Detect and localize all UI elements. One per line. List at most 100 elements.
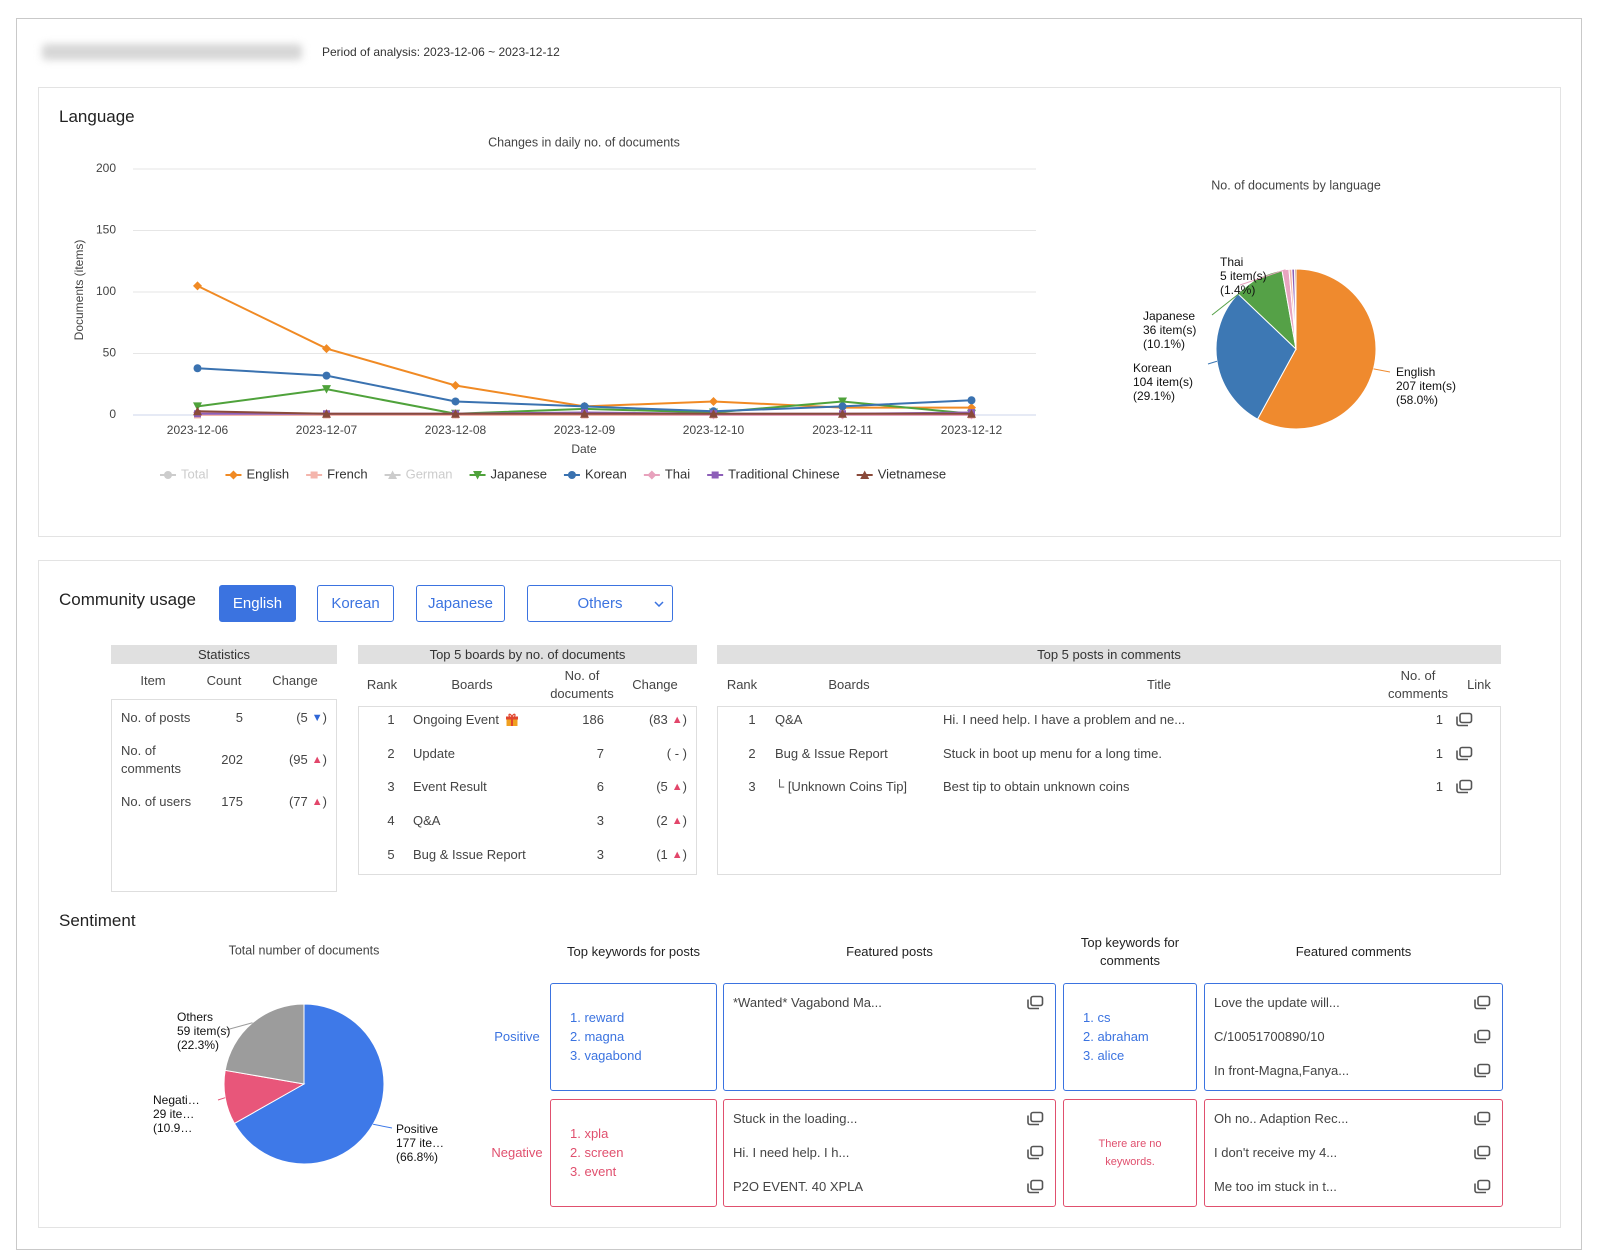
featured-comment: I don't receive my 4... xyxy=(1214,1145,1338,1160)
community-panel xyxy=(38,560,1561,1228)
open-link-icon[interactable] xyxy=(1473,1145,1491,1160)
count: 3 xyxy=(596,813,604,829)
change-arrow: ▲ xyxy=(671,815,683,828)
featured-post: Hi. I need help. I h... xyxy=(733,1145,850,1160)
sentiment-box xyxy=(723,1099,1056,1207)
language-tab[interactable]: Others xyxy=(527,585,673,622)
board: Update xyxy=(413,745,455,761)
change-close: ) xyxy=(682,779,687,795)
open-link-icon[interactable] xyxy=(1026,995,1044,1010)
change-arrow: ▲ xyxy=(671,781,683,794)
dropdown-chevron xyxy=(654,601,664,607)
change-value: (77 xyxy=(288,794,308,809)
keyword: 1. cs xyxy=(1083,1009,1111,1025)
count: 175 xyxy=(221,794,243,809)
keyword: 3. vagabond xyxy=(570,1047,642,1063)
keyword: 2. abraham xyxy=(1083,1028,1149,1044)
language-tab[interactable]: Japanese xyxy=(416,585,505,622)
featured-post: Stuck in the loading... xyxy=(733,1111,858,1126)
change-close: ) xyxy=(322,752,327,767)
keyword: 1. xpla xyxy=(570,1125,609,1141)
open-link-icon[interactable] xyxy=(1026,1111,1044,1126)
board: Bug & Issue Report xyxy=(775,745,888,761)
column-header: No. of documents xyxy=(550,668,614,701)
table-body xyxy=(717,706,1501,875)
column-header: Item xyxy=(140,673,166,688)
rank: 1 xyxy=(387,712,395,727)
rank: 4 xyxy=(387,813,395,829)
board: Bug & Issue Report xyxy=(413,846,526,862)
table-body xyxy=(358,706,697,875)
column-header: Rank xyxy=(366,677,398,692)
change: (1 ▲) xyxy=(617,845,687,865)
change: (5 ▲) xyxy=(617,777,687,797)
change-arrow: ▲ xyxy=(671,714,683,726)
column-header: Featured comments xyxy=(1295,944,1412,959)
column-header: Rank xyxy=(726,677,758,692)
count: 7 xyxy=(596,745,604,761)
featured-comment: C/10051700890/10 xyxy=(1214,1029,1325,1044)
change-close: ) xyxy=(682,846,687,862)
change-close: ) xyxy=(682,813,687,829)
featured-comment: In front-Magna,Fanya... xyxy=(1214,1063,1350,1078)
rank: 2 xyxy=(748,745,756,761)
open-link-icon[interactable] xyxy=(1455,746,1473,761)
change-close: ) xyxy=(682,712,687,727)
board: └ [Unknown Coins Tip] xyxy=(775,779,908,795)
open-link-icon[interactable] xyxy=(1473,1063,1491,1078)
post-title: Best tip to obtain unknown coins xyxy=(943,779,1130,795)
keyword: 2. magna xyxy=(570,1028,625,1044)
table-title: Top 5 posts in comments xyxy=(717,645,1501,664)
comment-count: 1 xyxy=(1435,712,1443,727)
change-value: (5 xyxy=(656,779,668,795)
keyword: 3. alice xyxy=(1083,1047,1125,1063)
sentiment-box xyxy=(550,983,717,1091)
change-value: ( - ) xyxy=(666,745,687,761)
count: 186 xyxy=(582,712,604,727)
featured-comment: Oh no.. Adaption Rec... xyxy=(1214,1111,1349,1126)
gift-icon xyxy=(506,713,519,726)
section-title: Sentiment xyxy=(59,911,136,930)
sentiment-box xyxy=(1063,1099,1197,1207)
column-header: Count xyxy=(206,673,242,688)
comment-count: 1 xyxy=(1435,779,1443,795)
rank: 3 xyxy=(748,779,756,795)
column-header: No. of comments xyxy=(1388,668,1448,701)
section-title: Language xyxy=(59,107,135,126)
count: 6 xyxy=(596,779,604,795)
open-link-icon[interactable] xyxy=(1026,1179,1044,1194)
open-link-icon[interactable] xyxy=(1455,712,1473,727)
featured-comment: Love the update will... xyxy=(1214,995,1340,1010)
change-value: (95 xyxy=(288,752,308,767)
count: 3 xyxy=(596,846,604,862)
change-close: ) xyxy=(322,710,327,725)
change: (95 ▲) xyxy=(251,750,327,770)
open-link-icon[interactable] xyxy=(1473,1179,1491,1194)
open-link-icon[interactable] xyxy=(1473,995,1491,1010)
sentiment-box xyxy=(550,1099,717,1207)
open-link-icon[interactable] xyxy=(1473,1029,1491,1044)
column-header: Change xyxy=(272,673,318,688)
change-value: (5 xyxy=(296,710,308,725)
language-tab[interactable]: English xyxy=(219,585,296,622)
post-title: Stuck in boot up menu for a long time. xyxy=(943,745,1162,761)
open-link-icon[interactable] xyxy=(1473,1111,1491,1126)
change: (83 ▲) xyxy=(617,710,687,730)
column-header: Featured posts xyxy=(846,944,933,959)
language-tab[interactable]: Korean xyxy=(317,585,394,622)
open-link-icon[interactable] xyxy=(1026,1145,1044,1160)
change-value: (83 xyxy=(648,712,668,727)
table-body xyxy=(111,699,337,892)
change-close: ) xyxy=(322,794,327,809)
sentiment-box xyxy=(1063,983,1197,1091)
column-header: Top keywords for posts xyxy=(567,944,700,959)
sentiment-label: Negative xyxy=(491,1145,543,1160)
board: Q&A xyxy=(775,712,803,727)
rank: 3 xyxy=(387,779,395,795)
change-arrow: ▲ xyxy=(671,848,683,861)
report-frame xyxy=(16,18,1582,1250)
board: Q&A xyxy=(413,813,441,829)
open-link-icon[interactable] xyxy=(1455,779,1473,794)
change-arrow: ▲ xyxy=(311,754,323,766)
table-title: Top 5 boards by no. of documents xyxy=(358,645,697,664)
